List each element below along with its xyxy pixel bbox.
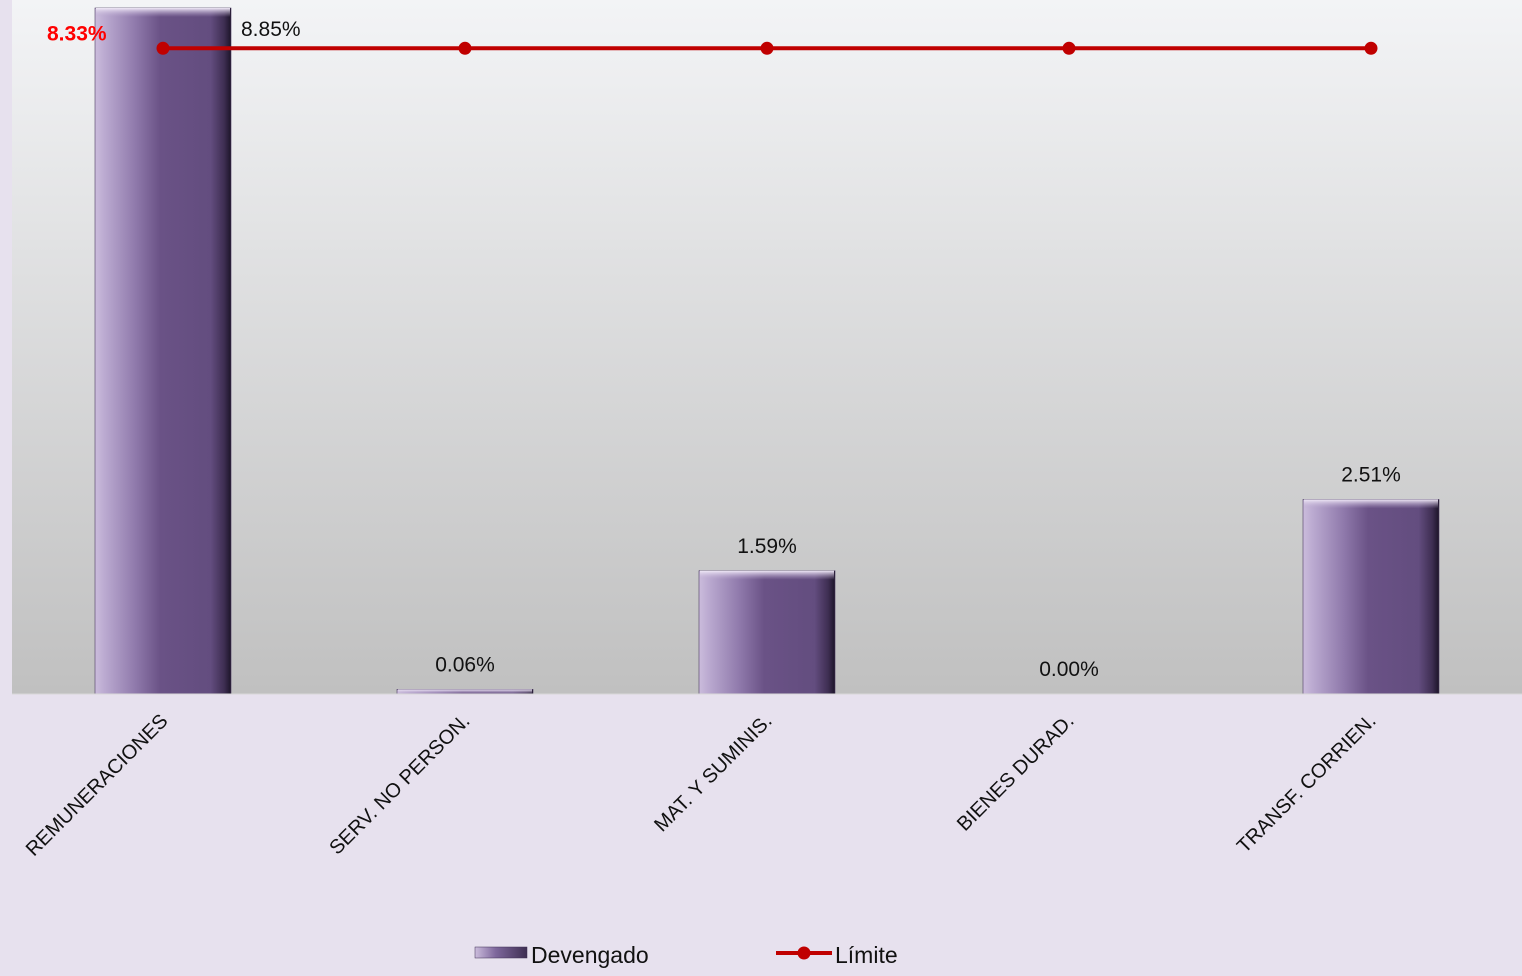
x-tick-label: MAT. Y SUMINIS. <box>650 710 776 836</box>
limit-marker <box>458 41 472 55</box>
bar-highlight <box>398 689 532 694</box>
limit-value-label: 8.33% <box>47 22 107 45</box>
bar-highlight <box>1304 499 1438 509</box>
bar <box>94 7 232 695</box>
bar-value-label: 0.06% <box>435 653 495 676</box>
legend-label-limite: Límite <box>835 942 898 968</box>
legend-marker-limite <box>797 946 811 960</box>
bar-highlight <box>96 8 230 17</box>
bar-value-label: 1.59% <box>737 535 797 558</box>
limit-marker <box>1364 41 1378 55</box>
limit-marker <box>760 41 774 55</box>
bar <box>698 570 836 695</box>
bar <box>1302 499 1440 695</box>
limit-marker <box>1062 41 1076 55</box>
legend: Devengado Límite <box>474 942 898 968</box>
bar-value-label: 8.85% <box>241 18 301 41</box>
bar-value-label: 2.51% <box>1341 463 1401 486</box>
legend-label-devengado: Devengado <box>531 942 649 968</box>
bar-value-label: 0.00% <box>1039 658 1099 681</box>
bar-highlight <box>700 570 834 580</box>
x-tick-label: TRANSF. CORRIEN. <box>1233 710 1381 858</box>
legend-swatch-devengado <box>474 946 528 959</box>
x-tick-label: SERV. NO PERSON. <box>325 710 474 859</box>
limit-marker <box>156 41 170 55</box>
x-tick-label: REMUNERACIONES <box>22 710 173 861</box>
x-tick-label: BIENES DURAD. <box>953 710 1079 836</box>
